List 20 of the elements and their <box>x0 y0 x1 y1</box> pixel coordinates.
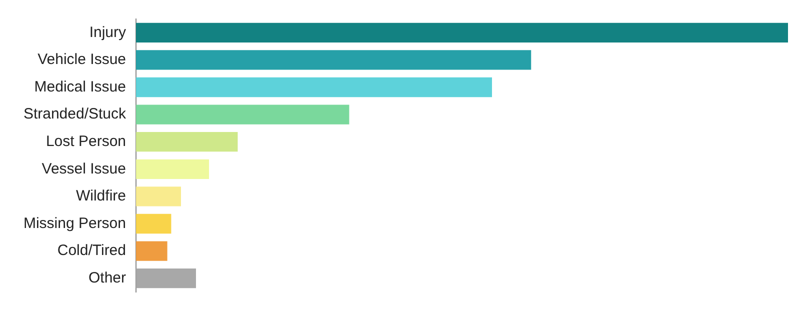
y-tick-label: Injury <box>89 24 126 41</box>
y-tick-label: Medical Issue <box>34 78 126 96</box>
y-tick-label: Lost Person <box>46 132 126 150</box>
bar <box>136 186 181 206</box>
bar <box>136 50 532 70</box>
bar <box>136 104 350 124</box>
y-tick-label: Missing Person <box>23 214 126 232</box>
bar <box>136 214 172 234</box>
bar <box>136 22 788 42</box>
bar <box>136 132 238 152</box>
y-tick-label: Vessel Issue <box>42 160 126 178</box>
bar <box>136 159 210 179</box>
y-tick-label: Vehicle Issue <box>38 51 126 68</box>
bar <box>136 268 196 288</box>
bar <box>136 241 168 261</box>
y-tick-label: Other <box>88 269 126 286</box>
y-tick-label: Cold/Tired <box>57 242 126 260</box>
y-tick-label: Wildfire <box>76 188 126 205</box>
bar <box>136 77 492 98</box>
y-tick-label: Stranded/Stuck <box>23 106 126 123</box>
